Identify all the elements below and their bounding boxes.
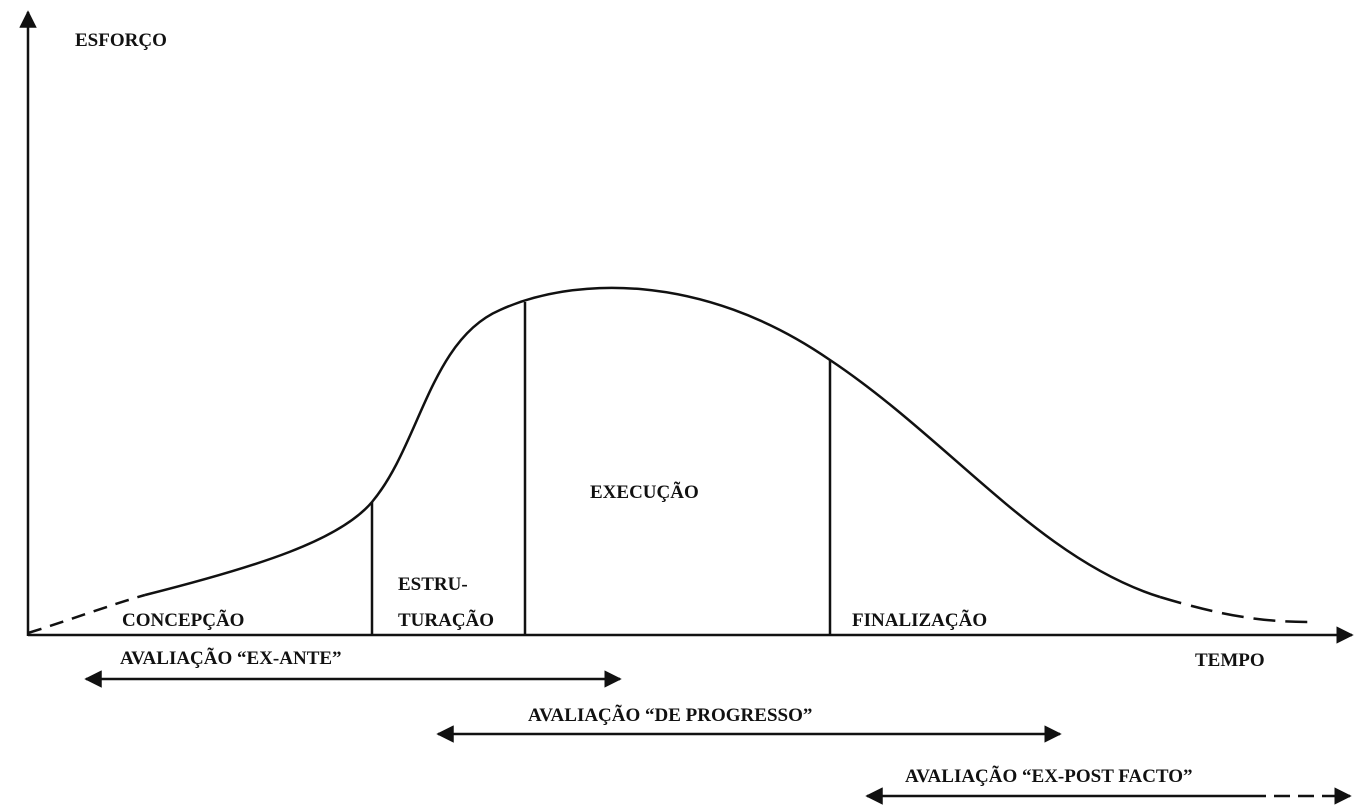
y-axis-label: ESFORÇO <box>75 30 167 51</box>
evaluation-label: AVALIAÇÃO “DE PROGRESSO” <box>528 704 812 726</box>
phase-label: EXECUÇÃO <box>590 481 699 503</box>
curve-end <box>1159 595 1311 624</box>
evaluation-label: AVALIAÇÃO “EX-ANTE” <box>120 647 342 669</box>
phase-label: ESTRU- <box>398 574 468 595</box>
evaluation-label: AVALIAÇÃO “EX-POST FACTO” <box>905 765 1193 787</box>
phase-label: TURAÇÃO <box>398 609 494 631</box>
phase-label: CONCEPÇÃO <box>122 609 244 631</box>
effort-curve <box>144 286 1161 599</box>
x-axis-label: TEMPO <box>1195 650 1265 671</box>
phase-label: FINALIZAÇÃO <box>852 609 987 631</box>
